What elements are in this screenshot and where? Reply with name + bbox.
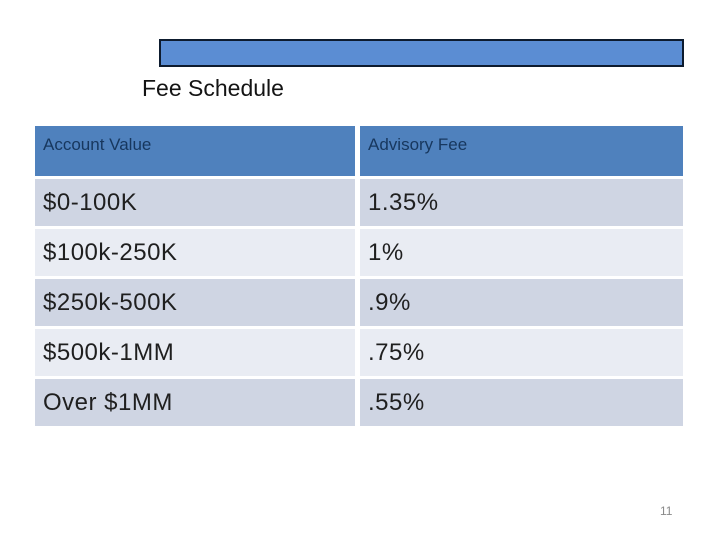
title-placeholder-bar	[159, 39, 684, 67]
table-row: Over $1MM .55%	[35, 379, 683, 426]
table-row: $0-100K 1.35%	[35, 179, 683, 226]
account-value-cell: $500k-1MM	[35, 329, 355, 376]
slide-title: Fee Schedule	[142, 75, 284, 101]
column-header-account-value: Account Value	[35, 126, 355, 176]
advisory-fee-cell: 1.35%	[360, 179, 683, 226]
advisory-fee-cell: 1%	[360, 229, 683, 276]
table-row: $500k-1MM .75%	[35, 329, 683, 376]
account-value-cell: $250k-500K	[35, 279, 355, 326]
account-value-cell: Over $1MM	[35, 379, 355, 426]
account-value-cell: $0-100K	[35, 179, 355, 226]
table-row: $250k-500K .9%	[35, 279, 683, 326]
account-value-cell: $100k-250K	[35, 229, 355, 276]
page-number: 11	[660, 504, 673, 518]
table-row: $100k-250K 1%	[35, 229, 683, 276]
advisory-fee-cell: .75%	[360, 329, 683, 376]
advisory-fee-cell: .55%	[360, 379, 683, 426]
advisory-fee-cell: .9%	[360, 279, 683, 326]
fee-schedule-table: Account Value Advisory Fee $0-100K 1.35%…	[35, 126, 683, 429]
column-header-advisory-fee: Advisory Fee	[360, 126, 683, 176]
table-header-row: Account Value Advisory Fee	[35, 126, 683, 176]
